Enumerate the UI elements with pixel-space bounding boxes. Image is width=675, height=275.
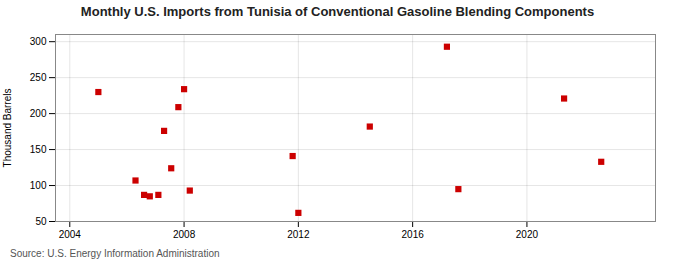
svg-text:300: 300 (30, 36, 47, 47)
svg-text:2012: 2012 (287, 229, 310, 240)
svg-text:50: 50 (35, 216, 47, 227)
svg-text:200: 200 (30, 108, 47, 119)
svg-text:2020: 2020 (516, 229, 539, 240)
svg-text:2016: 2016 (402, 229, 425, 240)
svg-text:Thousand Barrels: Thousand Barrels (2, 89, 13, 168)
svg-text:250: 250 (30, 72, 47, 83)
svg-text:2008: 2008 (173, 229, 196, 240)
svg-text:150: 150 (30, 144, 47, 155)
svg-text:2004: 2004 (59, 229, 82, 240)
html-text:Monthly U.S. Imports from Tuni: Monthly U.S. Imports from Tunisia of Con… (80, 4, 595, 19)
svg-text:100: 100 (30, 180, 47, 191)
html-text:Source: U.S. Energy Informatio: Source: U.S. Energy Information Administ… (10, 248, 220, 259)
